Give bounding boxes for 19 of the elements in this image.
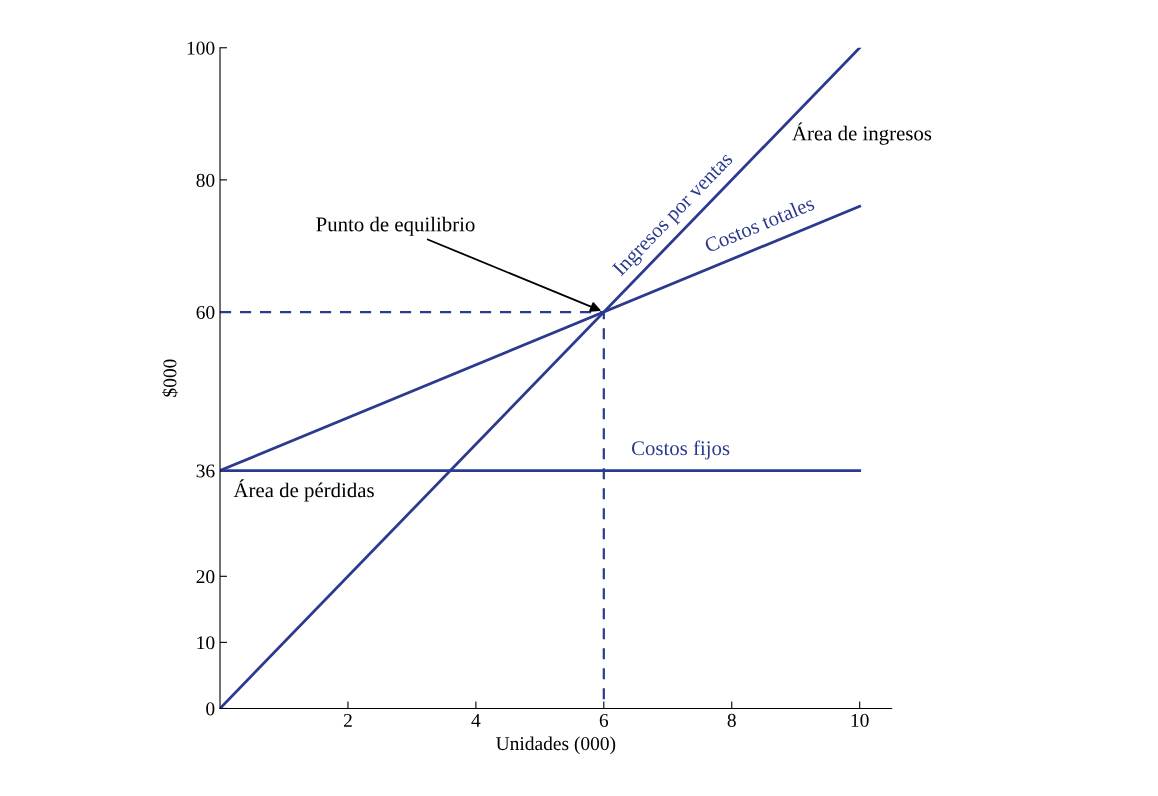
- y-tick-label: 60: [196, 305, 215, 319]
- y-tick-label: 80: [196, 173, 215, 187]
- x-tick-label: 8: [727, 713, 736, 727]
- text: Costos totales: [703, 195, 816, 253]
- series-label: Costos fijos: [631, 440, 730, 460]
- y-tick-label: 10: [197, 636, 215, 650]
- x-axis-title: Unidades (000): [496, 736, 616, 755]
- annotation: Área de ingresos: [792, 122, 932, 145]
- annotation: Área de pérdidas: [233, 479, 374, 502]
- y-tick-label: 0: [206, 702, 215, 716]
- y-tick-label: 100: [187, 41, 215, 55]
- y-tick-label: 20: [196, 570, 215, 584]
- x-tick-label: 4: [471, 713, 481, 727]
- y-tick-label: 36: [196, 464, 215, 478]
- annotation: Punto de equilibrio: [316, 216, 475, 236]
- x-tick-label: 10: [851, 713, 869, 727]
- y-axis-title: $000: [162, 359, 178, 397]
- x-tick-label: 2: [343, 713, 352, 727]
- x-tick-label: 6: [599, 713, 609, 727]
